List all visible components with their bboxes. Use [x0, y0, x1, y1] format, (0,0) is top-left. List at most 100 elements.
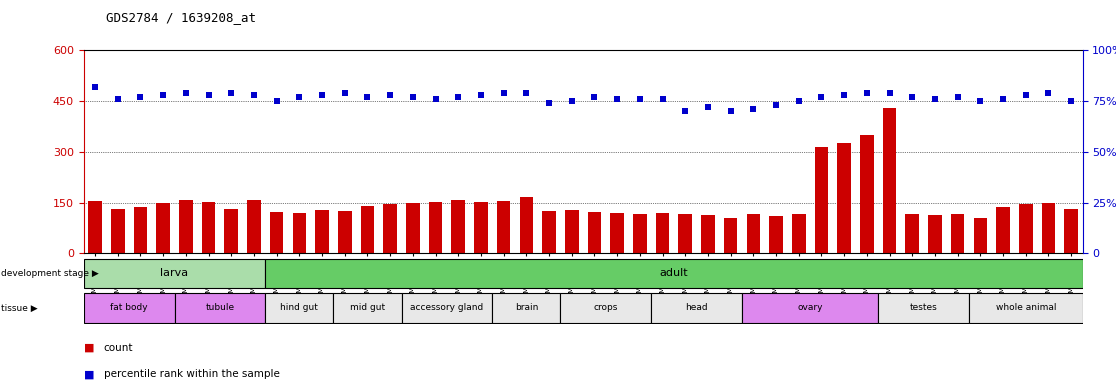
- Bar: [266, 293, 334, 323]
- Bar: [520, 197, 533, 253]
- Point: [404, 94, 422, 100]
- Point: [699, 104, 716, 110]
- Bar: [492, 293, 560, 323]
- Point: [586, 94, 604, 100]
- Bar: [1019, 204, 1032, 253]
- Bar: [837, 143, 852, 253]
- Point: [767, 102, 785, 108]
- Bar: [792, 214, 806, 253]
- Point: [472, 92, 490, 98]
- Text: GDS2784 / 1639208_at: GDS2784 / 1639208_at: [106, 12, 256, 25]
- Bar: [742, 293, 878, 323]
- Text: fat body: fat body: [110, 303, 148, 312]
- Bar: [266, 259, 1083, 288]
- Text: percentile rank within the sample: percentile rank within the sample: [104, 369, 280, 379]
- Point: [540, 100, 558, 106]
- Point: [949, 94, 966, 100]
- Point: [812, 94, 830, 100]
- Point: [154, 92, 172, 98]
- Text: tubule: tubule: [205, 303, 234, 312]
- Text: ■: ■: [84, 369, 94, 379]
- Point: [222, 89, 240, 96]
- Point: [744, 106, 762, 112]
- Bar: [973, 218, 988, 253]
- Point: [1062, 98, 1080, 104]
- Point: [722, 108, 740, 114]
- Point: [676, 108, 694, 114]
- Bar: [452, 200, 465, 253]
- Bar: [769, 216, 782, 253]
- Point: [971, 98, 989, 104]
- Bar: [429, 202, 442, 253]
- Bar: [134, 207, 147, 253]
- Bar: [815, 147, 828, 253]
- Text: whole animal: whole animal: [995, 303, 1056, 312]
- Point: [314, 92, 331, 98]
- Bar: [179, 200, 193, 253]
- Text: testes: testes: [910, 303, 937, 312]
- Bar: [929, 215, 942, 253]
- Point: [654, 96, 672, 102]
- Bar: [747, 214, 760, 253]
- Point: [608, 96, 626, 102]
- Bar: [270, 212, 283, 253]
- Point: [790, 98, 808, 104]
- Point: [903, 94, 921, 100]
- Text: adult: adult: [660, 268, 689, 278]
- Bar: [610, 214, 624, 253]
- Point: [86, 83, 104, 89]
- Point: [994, 96, 1012, 102]
- Point: [200, 92, 218, 98]
- Text: brain: brain: [514, 303, 538, 312]
- Point: [926, 96, 944, 102]
- Bar: [474, 202, 488, 253]
- Bar: [334, 293, 402, 323]
- Point: [1017, 92, 1035, 98]
- Text: larva: larva: [161, 268, 189, 278]
- Bar: [292, 214, 306, 253]
- Point: [290, 94, 308, 100]
- Bar: [701, 215, 714, 253]
- Text: ■: ■: [84, 343, 94, 353]
- Bar: [997, 207, 1010, 253]
- Bar: [360, 206, 374, 253]
- Bar: [542, 211, 556, 253]
- Bar: [969, 293, 1083, 323]
- Point: [562, 98, 580, 104]
- Bar: [88, 201, 102, 253]
- Point: [881, 89, 898, 96]
- Bar: [633, 214, 646, 253]
- Bar: [883, 108, 896, 253]
- Bar: [315, 210, 329, 253]
- Text: mid gut: mid gut: [350, 303, 385, 312]
- Point: [246, 92, 263, 98]
- Bar: [84, 293, 174, 323]
- Point: [450, 94, 468, 100]
- Bar: [679, 214, 692, 253]
- Point: [268, 98, 286, 104]
- Text: accessory gland: accessory gland: [411, 303, 483, 312]
- Text: head: head: [685, 303, 708, 312]
- Bar: [860, 136, 874, 253]
- Bar: [1041, 203, 1056, 253]
- Bar: [497, 201, 510, 253]
- Bar: [406, 203, 420, 253]
- Bar: [565, 210, 578, 253]
- Point: [835, 92, 853, 98]
- Text: hind gut: hind gut: [280, 303, 318, 312]
- Bar: [402, 293, 492, 323]
- Point: [858, 89, 876, 96]
- Point: [132, 94, 150, 100]
- Point: [109, 96, 127, 102]
- Point: [631, 96, 648, 102]
- Bar: [724, 218, 738, 253]
- Bar: [560, 293, 652, 323]
- Bar: [1065, 209, 1078, 253]
- Point: [382, 92, 400, 98]
- Bar: [384, 204, 397, 253]
- Text: ovary: ovary: [797, 303, 822, 312]
- Point: [177, 89, 195, 96]
- Bar: [588, 212, 602, 253]
- Point: [518, 89, 536, 96]
- Bar: [652, 293, 742, 323]
